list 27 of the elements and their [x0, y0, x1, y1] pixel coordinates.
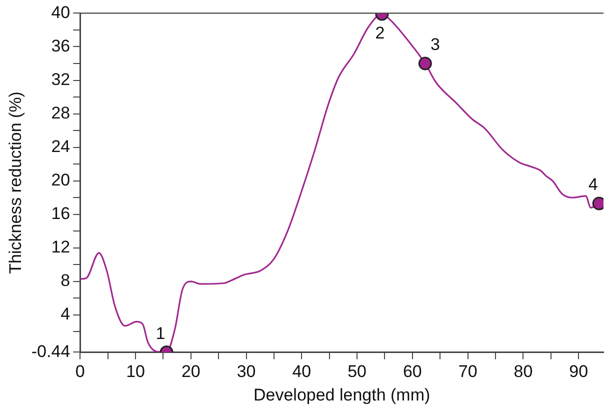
y-tick-label: 4 [60, 304, 70, 324]
y-tick-label: 16 [51, 204, 70, 224]
x-tick-label: 20 [181, 362, 200, 382]
y-tick-label: 20 [51, 170, 70, 190]
y-tick-label: 8 [60, 271, 70, 290]
x-tick-label: 90 [569, 362, 588, 382]
annotation: 2 [375, 24, 385, 43]
y-tick-label: 24 [51, 137, 70, 156]
y-axis-title: Thickness reduction (%) [6, 92, 25, 274]
annotation: 1 [156, 324, 166, 343]
x-tick-label: 40 [292, 362, 312, 382]
annotation: 3 [430, 35, 440, 54]
y-tick-label: 28 [51, 103, 70, 122]
annotation: 4 [588, 175, 598, 194]
y-tick-label: 12 [51, 238, 70, 257]
x-tick-label: 30 [236, 362, 256, 382]
x-tick-label: 0 [75, 362, 85, 382]
x-tick-label: 10 [126, 362, 145, 382]
y-tick-label: 40 [51, 2, 70, 22]
y-tick-label: 32 [51, 70, 70, 89]
x-axis-title: Developed length (mm) [253, 385, 430, 404]
x-tick-label: 60 [402, 362, 422, 382]
x-tick-label: 70 [458, 362, 478, 382]
x-tick-label: 80 [514, 362, 533, 382]
y-tick-label: 36 [51, 36, 70, 56]
x-tick-label: 50 [348, 362, 367, 382]
y-tick-label: -0.44 [31, 342, 70, 361]
